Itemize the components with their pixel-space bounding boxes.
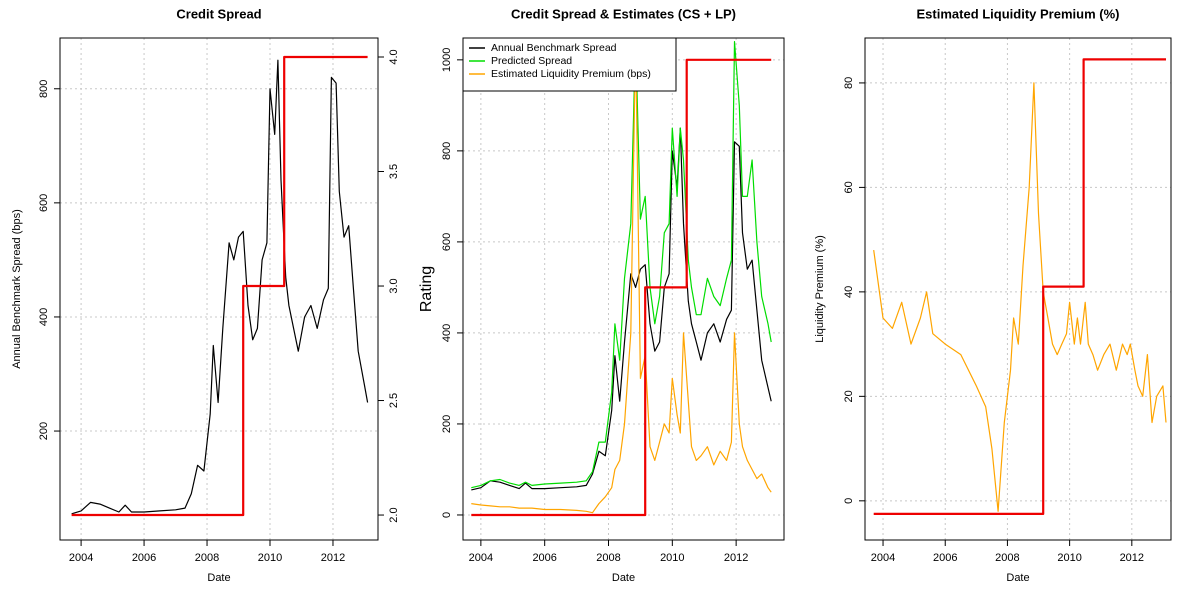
series-line — [71, 55, 368, 517]
x-tick-label: 2008 — [995, 552, 1019, 564]
y-axis-label: Annual Benchmark Spread (bps) — [11, 209, 23, 369]
legend-label: Annual Benchmark Spread — [491, 42, 617, 54]
y-tick-label: 800 — [441, 142, 453, 160]
x-tick-label: 2006 — [132, 552, 156, 564]
series-line — [471, 38, 772, 489]
plot-frame — [864, 37, 1172, 541]
chart-title: Estimated Liquidity Premium (%) — [917, 6, 1120, 21]
y-tick-label: 60 — [843, 181, 855, 193]
y-axis-label: Liquidity Premium (%) — [814, 235, 826, 343]
legend-box — [462, 37, 677, 92]
plot-lines — [71, 55, 369, 517]
plot-frame — [59, 37, 379, 541]
series-line — [71, 59, 369, 515]
plot-lines — [471, 38, 772, 517]
y2-tick-label: 4.0 — [388, 49, 400, 64]
x-tick-label: 2006 — [532, 552, 556, 564]
y-tick-label: 80 — [843, 77, 855, 89]
x-tick-label: 2012 — [1120, 552, 1144, 564]
chart-title: Credit Spread & Estimates (CS + LP) — [511, 6, 736, 21]
x-tick-label: 2012 — [724, 552, 748, 564]
y-tick-label: 1000 — [441, 48, 453, 72]
y-tick-label: 200 — [38, 422, 50, 440]
series-line — [873, 82, 1167, 512]
series-line — [471, 127, 772, 491]
y-tick-label: 600 — [38, 194, 50, 212]
y-tick-label: 400 — [38, 308, 50, 326]
plot-lines — [873, 58, 1167, 515]
x-tick-label: 2010 — [1057, 552, 1081, 564]
x-tick-label: 2008 — [195, 552, 219, 564]
y-tick-label: 600 — [441, 233, 453, 251]
x-tick-label: 2004 — [871, 552, 895, 564]
y-tick-label: 200 — [441, 415, 453, 433]
x-tick-label: 2006 — [933, 552, 957, 564]
legend-label: Predicted Spread — [491, 55, 572, 67]
y2-tick-label: 2.5 — [388, 393, 400, 408]
series-line — [471, 58, 772, 517]
series-line — [471, 38, 772, 514]
chart-title: Credit Spread — [176, 6, 261, 21]
series-line — [873, 58, 1166, 515]
y-tick-label: 400 — [441, 324, 453, 342]
x-tick-label: 2010 — [258, 552, 282, 564]
legend-label: Estimated Liquidity Premium (bps) — [491, 68, 651, 80]
y2-tick-label: 2.0 — [388, 507, 400, 522]
y-axis-label: Rating — [418, 266, 435, 312]
y2-tick-label: 3.0 — [388, 278, 400, 293]
x-axis-label: Date — [207, 572, 230, 584]
x-tick-label: 2004 — [469, 552, 493, 564]
x-tick-label: 2010 — [660, 552, 684, 564]
y-tick-label: 20 — [843, 390, 855, 402]
y-tick-label: 0 — [441, 512, 453, 518]
x-tick-label: 2008 — [596, 552, 620, 564]
y-tick-label: 0 — [843, 498, 855, 504]
x-axis-label: Date — [612, 572, 635, 584]
x-tick-label: 2012 — [321, 552, 345, 564]
y2-tick-label: 3.5 — [388, 164, 400, 179]
y-tick-label: 40 — [843, 286, 855, 298]
x-tick-label: 2004 — [69, 552, 93, 564]
x-axis-label: Date — [1006, 572, 1029, 584]
y-tick-label: 800 — [38, 80, 50, 98]
